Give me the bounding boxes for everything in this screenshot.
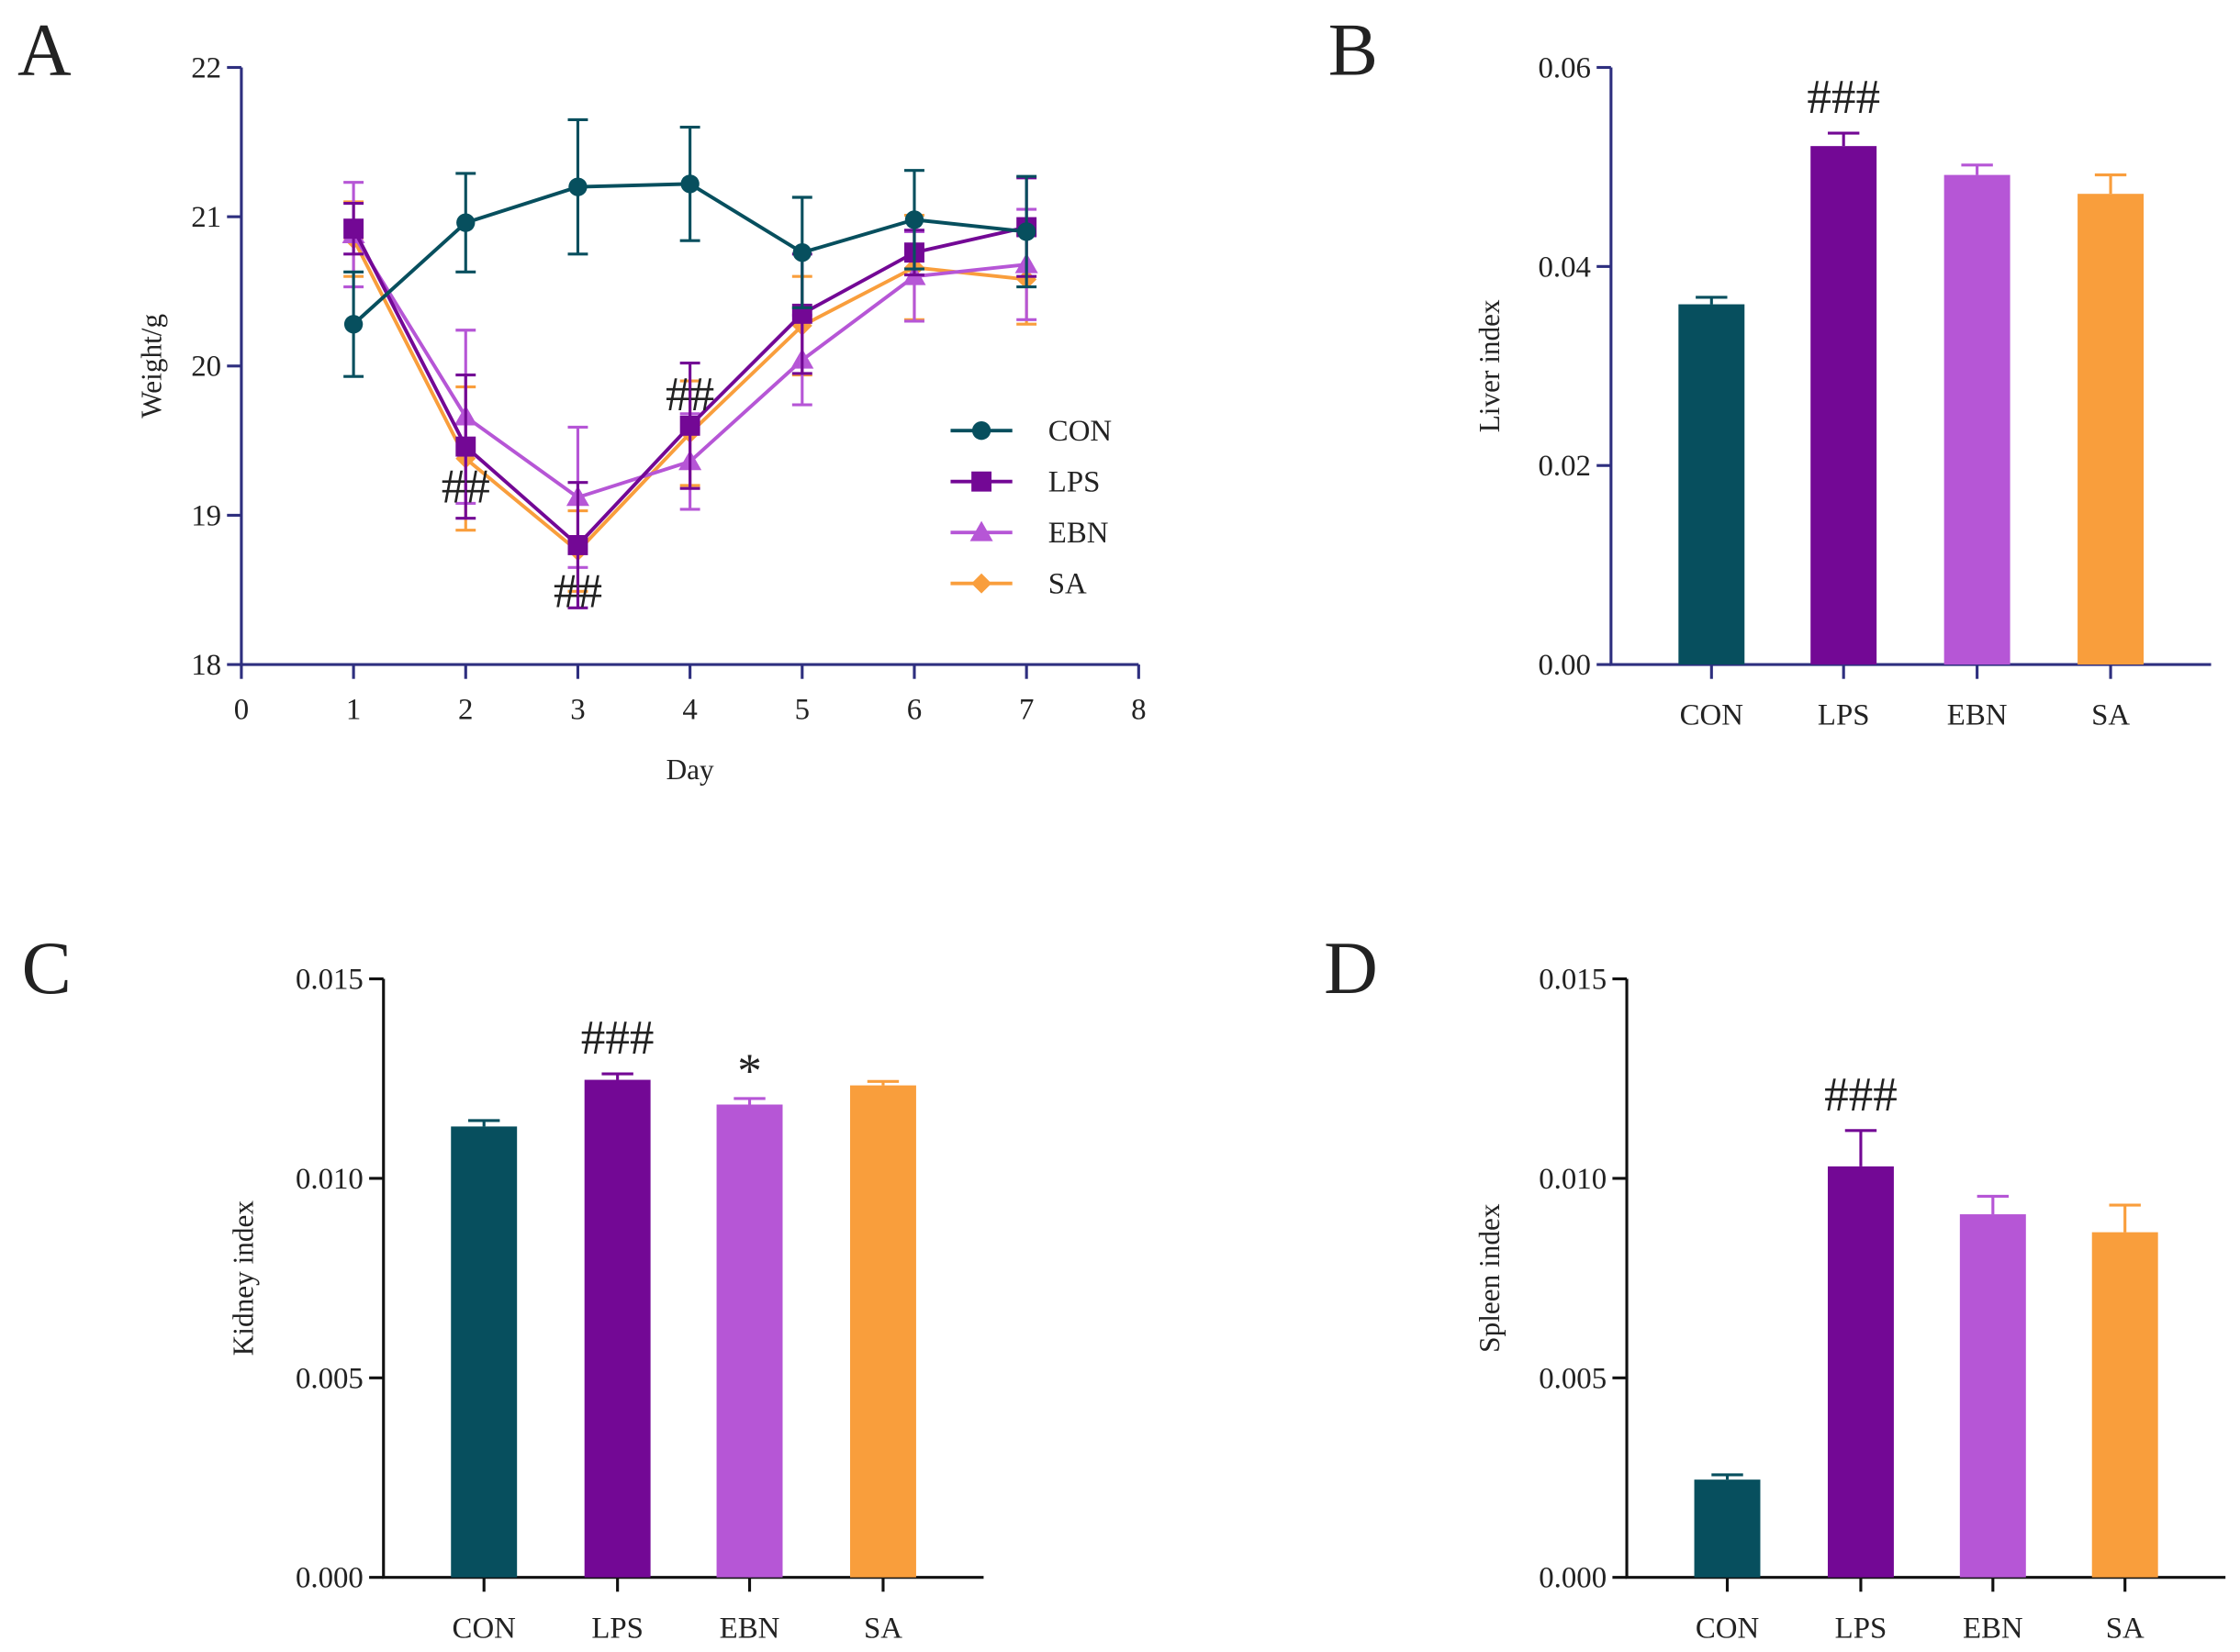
bar-con	[451, 1126, 518, 1578]
y-tick-label: 0.015	[1539, 963, 1607, 996]
legend-item: CON	[950, 415, 1112, 448]
x-tick-label: 7	[1019, 693, 1034, 726]
y-tick-label: 22	[191, 51, 221, 84]
significance-mark: ##	[666, 367, 714, 421]
legend-item: LPS	[950, 466, 1100, 499]
panel-letter: B	[1328, 8, 1378, 91]
legend-label: CON	[1048, 415, 1112, 448]
significance-mark: ###	[1824, 1067, 1898, 1122]
panel-letter: C	[22, 927, 72, 1010]
panel-d: D 0.000 0.005 0.010 0.015 Spleen index CON LPS E…	[1324, 927, 2226, 1645]
y-axis-label: Kidney index	[227, 1200, 259, 1356]
series-con	[343, 117, 1037, 378]
y-tick-label: 0.000	[296, 1562, 364, 1595]
y-axis-label: Liver index	[1473, 299, 1506, 432]
y-tick-label: 20	[191, 351, 221, 384]
legend-label: LPS	[1048, 466, 1101, 499]
y-axis-label: Spleen index	[1473, 1203, 1506, 1353]
legend-marker	[971, 471, 992, 492]
x-tick-label: EBN	[1947, 699, 2008, 732]
panel-b: B 0.00 0.02 0.04 0.06 Liver index CON LPS EBN SA #…	[1328, 8, 2212, 732]
x-tick-label: SA	[2106, 1612, 2145, 1645]
y-tick-label: 0.015	[296, 963, 364, 996]
data-point	[679, 415, 700, 436]
legend-marker	[971, 420, 991, 441]
bar-sa	[2078, 194, 2145, 665]
y-tick-label: 18	[191, 649, 221, 682]
panel-a: A 18 19 20 21 22 Weight/g 0 1 2 3 4 5 6 7 8 Day ## ## ## CON…	[17, 8, 1147, 786]
data-point	[792, 243, 812, 262]
significance-mark: *	[737, 1044, 762, 1098]
legend-item: SA	[950, 568, 1087, 601]
data-point	[567, 535, 588, 555]
x-axis-label: Day	[666, 753, 714, 786]
legend-marker	[971, 573, 992, 594]
x-tick-label: EBN	[720, 1612, 780, 1645]
y-tick-label: 0.005	[296, 1362, 364, 1395]
data-point	[568, 177, 588, 196]
x-tick-label: CON	[1680, 699, 1743, 732]
x-tick-label: 4	[682, 693, 697, 726]
data-point	[680, 174, 700, 194]
y-tick-label: 0.00	[1538, 649, 1590, 682]
x-tick-label: LPS	[1818, 699, 1870, 732]
data-point	[1016, 222, 1036, 241]
legend-label: EBN	[1048, 517, 1109, 550]
x-tick-label: SA	[2091, 699, 2130, 732]
data-point	[455, 436, 476, 457]
y-tick-label: 0.06	[1538, 51, 1590, 84]
y-tick-label: 0.005	[1539, 1362, 1607, 1395]
y-tick-label: 21	[191, 201, 221, 234]
x-tick-label: CON	[453, 1612, 516, 1645]
panel-letter: A	[17, 8, 72, 91]
x-tick-label: LPS	[591, 1612, 644, 1645]
data-point	[456, 213, 476, 232]
y-tick-label: 0.04	[1538, 251, 1590, 284]
x-tick-label: 6	[907, 693, 922, 726]
bar-con	[1694, 1479, 1761, 1578]
x-tick-label: 3	[570, 693, 585, 726]
legend-marker	[969, 520, 993, 541]
y-tick-label: 0.02	[1538, 450, 1590, 483]
panel-c: C 0.000 0.005 0.010 0.015 Kidney index CON LPS E…	[22, 927, 984, 1645]
x-tick-label: 5	[795, 693, 810, 726]
y-tick-label: 0.010	[296, 1163, 364, 1196]
bar-sa	[2091, 1232, 2158, 1578]
bar-lps	[1827, 1166, 1894, 1578]
legend: CON LPS EBN SA	[950, 415, 1112, 601]
bar-lps	[1810, 146, 1877, 665]
x-tick-label: 8	[1131, 693, 1146, 726]
panel-letter: D	[1324, 927, 1378, 1010]
x-tick-label: EBN	[1963, 1612, 2023, 1645]
x-tick-label: 2	[458, 693, 473, 726]
data-point	[343, 315, 364, 334]
x-tick-label: CON	[1696, 1612, 1759, 1645]
data-point	[343, 218, 364, 240]
y-tick-label: 0.010	[1539, 1163, 1607, 1196]
x-tick-label: 0	[234, 693, 249, 726]
significance-mark: ##	[554, 564, 602, 619]
bar-lps	[584, 1079, 651, 1578]
bar-con	[1678, 304, 1745, 665]
bar-ebn	[716, 1104, 783, 1578]
legend-item: EBN	[950, 517, 1108, 550]
bar-sa	[849, 1085, 916, 1578]
y-tick-label: 19	[191, 499, 221, 532]
bar-ebn	[1943, 174, 2010, 665]
significance-mark: ###	[1807, 70, 1880, 124]
y-tick-label: 0.000	[1539, 1562, 1607, 1595]
x-tick-label: SA	[864, 1612, 902, 1645]
significance-mark: ##	[442, 460, 490, 514]
bar-ebn	[1959, 1214, 2026, 1578]
y-axis-label: Weight/g	[135, 313, 167, 418]
x-tick-label: 1	[346, 693, 361, 726]
legend-label: SA	[1048, 568, 1087, 601]
data-point	[904, 210, 924, 229]
significance-mark: ###	[581, 1010, 655, 1065]
x-tick-label: LPS	[1835, 1612, 1887, 1645]
